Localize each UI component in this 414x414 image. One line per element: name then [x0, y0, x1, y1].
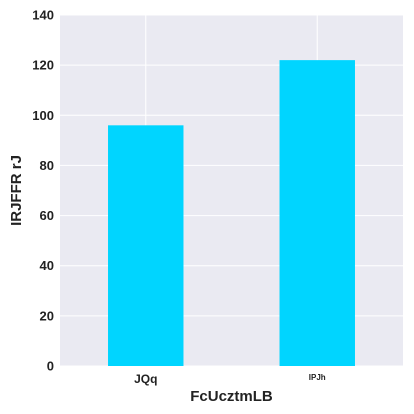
y-axis-label: IRJFFR rJ	[8, 155, 25, 226]
y-tick-label: 0	[47, 359, 54, 374]
bar-ipjh	[279, 60, 355, 366]
y-tick-labels: 0 20 40 60 80 100 120 140	[32, 8, 54, 374]
y-tick-label: 40	[40, 258, 54, 273]
y-tick-label: 120	[32, 58, 54, 73]
x-tick-labels: JQq IPJh	[134, 372, 326, 386]
y-tick-label: 60	[40, 208, 54, 223]
y-tick-label: 140	[32, 8, 54, 23]
y-tick-label: 20	[40, 308, 54, 323]
y-tick-label: 80	[40, 158, 54, 173]
x-tick-label: IPJh	[309, 373, 326, 382]
x-axis-label: FcUcztmLB	[190, 388, 273, 405]
bar-jqq	[108, 125, 184, 366]
y-tick-label: 100	[32, 108, 54, 123]
bars	[108, 60, 355, 366]
x-tick-label: JQq	[134, 372, 157, 386]
